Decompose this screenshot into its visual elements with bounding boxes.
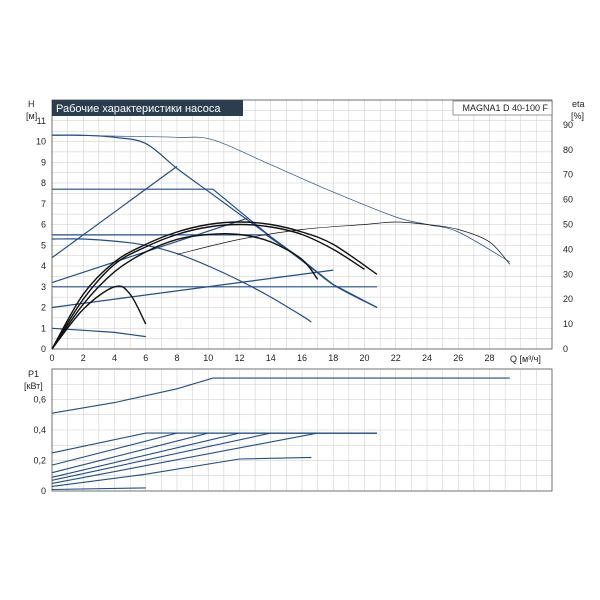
- x-tick-label: 12: [234, 353, 244, 363]
- lower-plot-frame: [51, 368, 553, 492]
- x-tick-label: 0: [49, 353, 54, 363]
- y-tick-label: 3: [41, 282, 46, 292]
- y2-tick-label: 90: [563, 120, 573, 130]
- y-tick-label: 0: [41, 344, 46, 354]
- y-tick-label: 6: [41, 220, 46, 230]
- x-tick-label: 22: [391, 353, 401, 363]
- y2-tick-label: 80: [563, 145, 573, 155]
- model-label: MAGNA1 D 40-100 F: [462, 103, 548, 113]
- x-tick-label: 14: [266, 353, 276, 363]
- upper-plot-frame: [51, 99, 553, 350]
- y-tick-label: 5: [41, 240, 46, 250]
- x-tick-label: 16: [297, 353, 307, 363]
- x-tick-label: 28: [484, 353, 494, 363]
- y2-tick-label: 50: [563, 220, 573, 230]
- chart-title-bar: [52, 100, 243, 116]
- y2-tick-label: 60: [563, 195, 573, 205]
- series-eta-9: [51, 221, 378, 350]
- y-tick-label: 1: [41, 323, 46, 333]
- x-tick-label: 24: [422, 353, 432, 363]
- series-power-8: [51, 487, 146, 491]
- y-tick-label: 4: [41, 261, 46, 271]
- y-tick-label: 9: [41, 157, 46, 167]
- chart-title: Рабочие характеристики насоса: [56, 103, 221, 115]
- series-eta-11: [51, 232, 319, 350]
- p1-tick-label: 0,2: [33, 456, 46, 466]
- y-tick-label: 2: [41, 303, 46, 313]
- upper-series: [51, 134, 511, 350]
- x-tick-label: 4: [112, 353, 117, 363]
- q-axis-label: Q [м³/ч]: [510, 354, 541, 364]
- series-power-7: [51, 456, 312, 487]
- x-tick-label: 10: [203, 353, 213, 363]
- series-eta_max-14: [176, 221, 511, 265]
- x-tick-label: 18: [328, 353, 338, 363]
- model-label-box: [452, 100, 553, 116]
- eta-axis-unit: [%]: [571, 111, 584, 121]
- y2-tick-label: 10: [563, 319, 573, 329]
- h-axis-label: H: [28, 99, 35, 109]
- p1-tick-label: 0: [41, 486, 46, 496]
- p1-axis-label: P1: [28, 369, 39, 379]
- series-eta-10: [51, 223, 365, 350]
- y2-tick-label: 0: [563, 344, 568, 354]
- p1-axis-unit: [кВт]: [24, 381, 43, 391]
- x-tick-label: 2: [81, 353, 86, 363]
- p1-tick-label: 0,4: [33, 425, 46, 435]
- y-tick-label: 11: [37, 116, 46, 126]
- x-tick-label: 26: [453, 353, 463, 363]
- tick-labels: 0 2 4 6 8 10 12 14 16 18 20 22 24 26 28012345678910110…: [33, 116, 573, 496]
- series-power-6: [51, 432, 377, 484]
- y-tick-label: 8: [41, 178, 46, 188]
- series-prop-5: [51, 165, 178, 259]
- series-head-3: [51, 238, 312, 323]
- x-tick-label: 6: [143, 353, 148, 363]
- x-tick-label: 20: [359, 353, 369, 363]
- series-power-0: [51, 377, 510, 414]
- x-tick-label: 8: [174, 353, 179, 363]
- p1-tick-label: 0,6: [33, 395, 46, 405]
- y2-tick-label: 70: [563, 170, 573, 180]
- series-head-4: [51, 327, 146, 338]
- eta-axis-label: eta: [572, 99, 585, 109]
- series-eta-12: [51, 285, 147, 350]
- series-eta_max-13: [51, 134, 510, 263]
- y-tick-label: 10: [36, 137, 46, 147]
- y2-tick-label: 30: [563, 269, 573, 279]
- series-prop-7: [51, 269, 334, 309]
- y2-tick-label: 20: [563, 294, 573, 304]
- y2-tick-label: 40: [563, 244, 573, 254]
- y-tick-label: 7: [41, 199, 46, 209]
- h-axis-unit: [м]: [26, 111, 37, 121]
- lower-series: [51, 377, 510, 491]
